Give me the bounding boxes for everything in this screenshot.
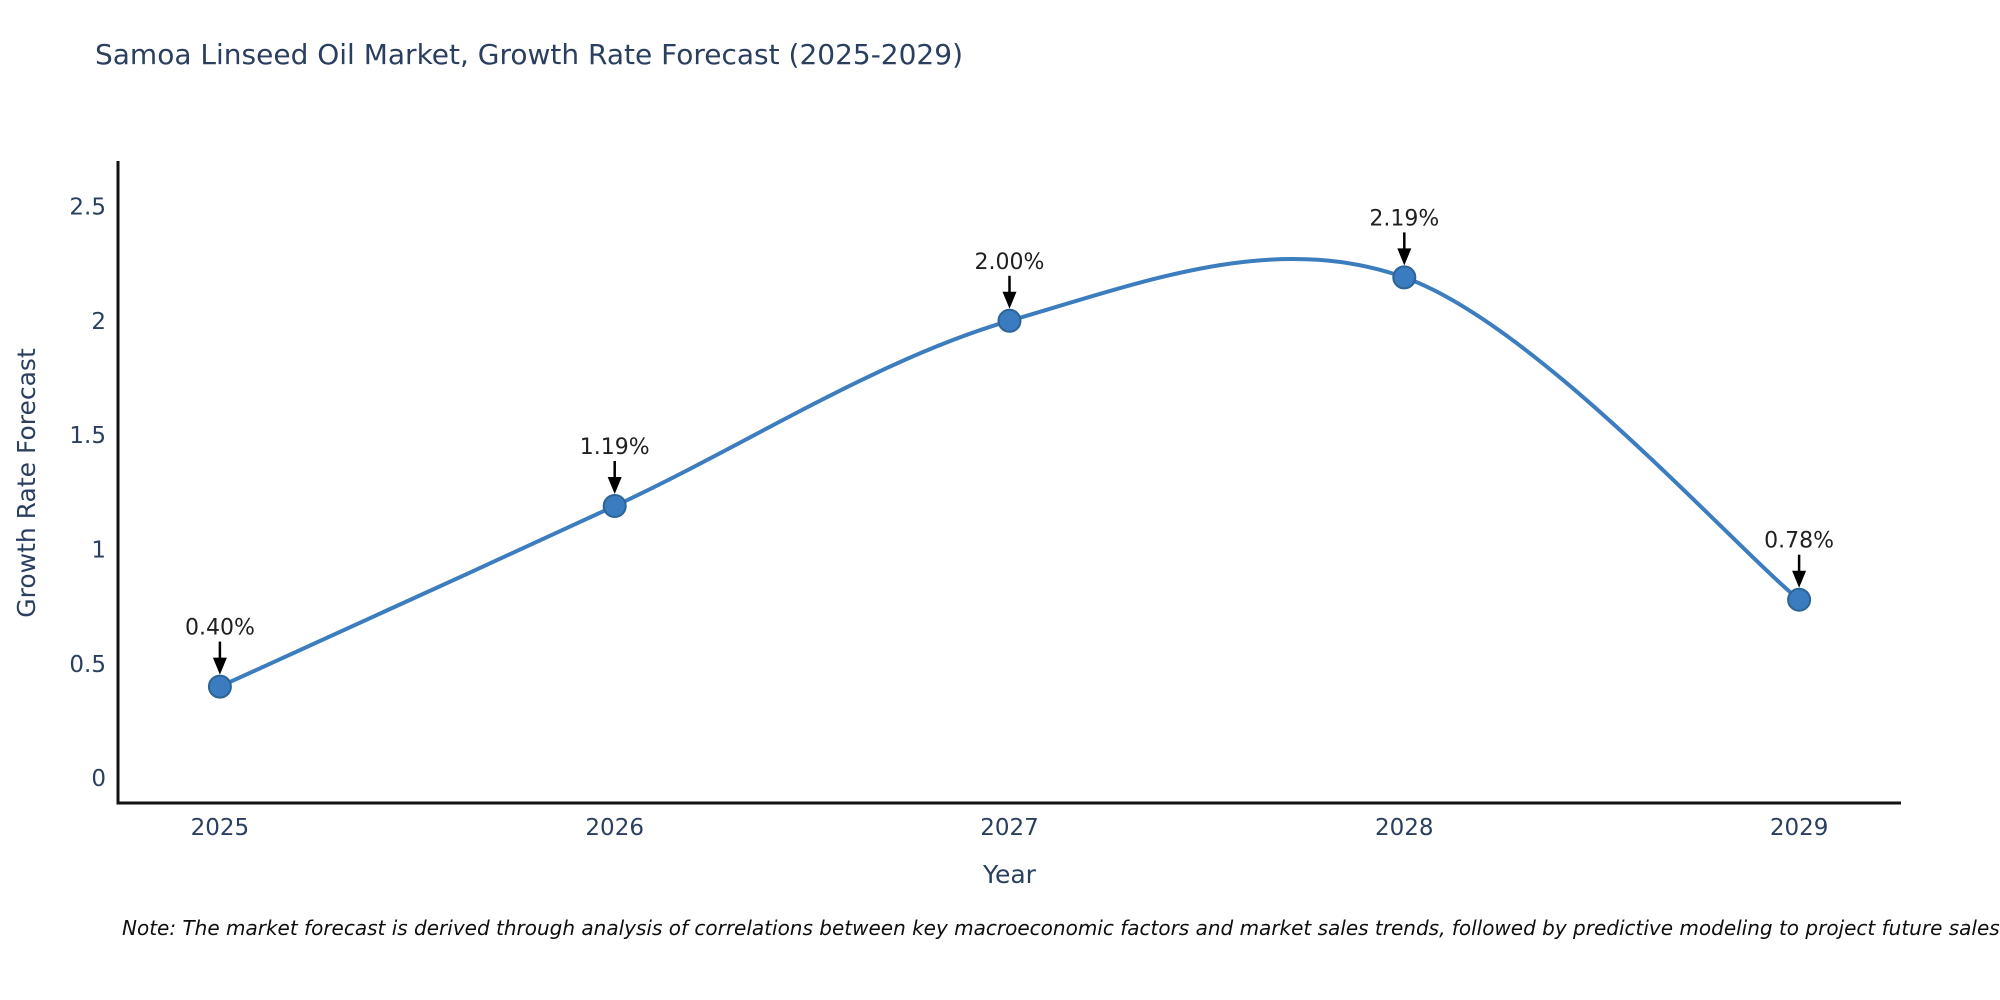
point-value-label: 0.78% <box>1764 529 1834 554</box>
x-tick-label: 2029 <box>1770 815 1829 841</box>
annotation-arrowhead <box>1792 570 1807 588</box>
x-tick-label: 2027 <box>980 815 1039 841</box>
data-point-marker <box>997 308 1022 333</box>
y-tick-label: 0.5 <box>69 652 106 678</box>
x-tick-label: 2028 <box>1375 815 1434 841</box>
x-axis-title: Year <box>983 860 1036 889</box>
point-value-label: 0.40% <box>185 616 255 641</box>
y-tick-label: 1.5 <box>69 423 106 449</box>
y-tick-label: 0 <box>91 766 106 792</box>
annotation-arrowhead <box>1002 291 1017 309</box>
y-tick-label: 2 <box>91 309 106 335</box>
annotation-arrowhead <box>212 657 227 675</box>
methodology-note: Note: The market forecast is derived thr… <box>122 916 2000 940</box>
annotation-arrowhead <box>1397 248 1412 266</box>
chart-title: Samoa Linseed Oil Market, Growth Rate Fo… <box>95 38 963 71</box>
x-tick-label: 2026 <box>585 815 644 841</box>
y-tick-label: 1 <box>91 537 106 563</box>
point-value-label: 2.00% <box>975 250 1045 275</box>
data-point-marker <box>207 674 232 699</box>
axis-spines <box>116 161 1901 805</box>
data-point-marker <box>602 494 627 518</box>
x-tick-label: 2025 <box>191 815 250 841</box>
data-point-marker <box>1392 265 1417 290</box>
annotation-arrowhead <box>607 477 622 494</box>
data-point-marker <box>1787 587 1812 612</box>
y-tick-label: 2.5 <box>69 195 106 221</box>
point-value-label: 2.19% <box>1369 206 1439 231</box>
point-value-label: 1.19% <box>580 435 650 460</box>
